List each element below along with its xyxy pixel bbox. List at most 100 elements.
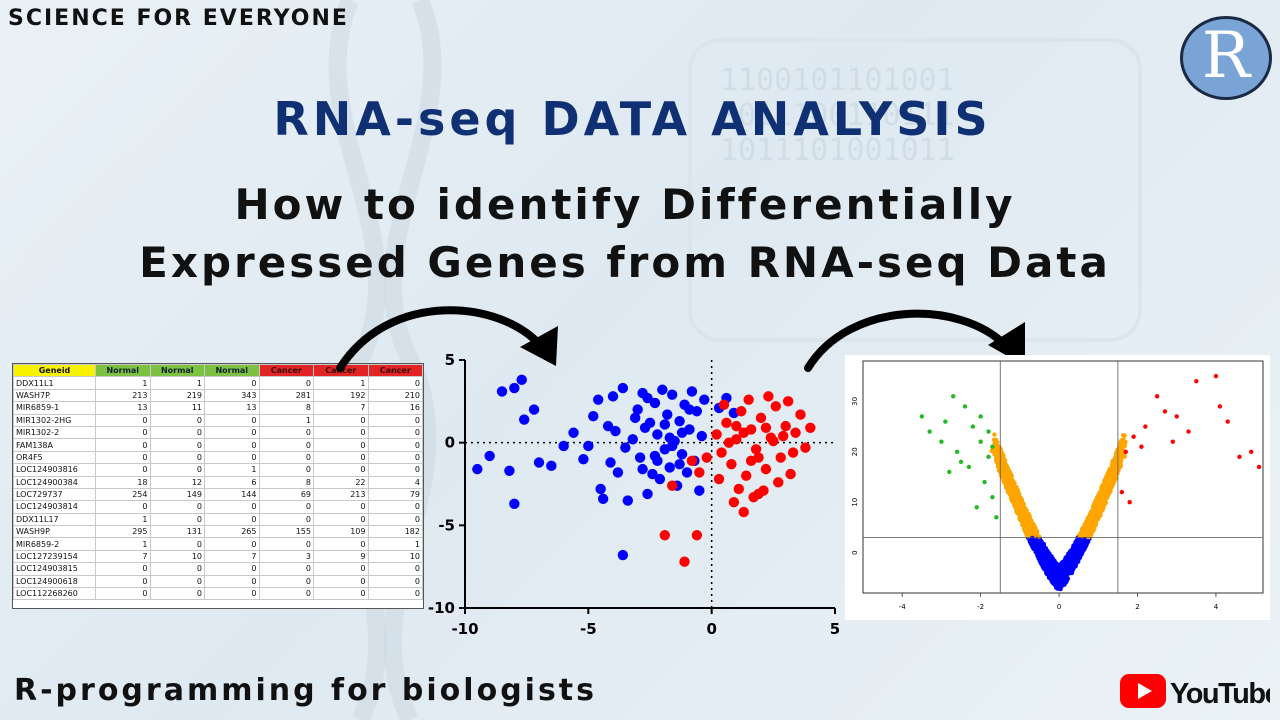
volcano-point (974, 505, 979, 510)
count-cell: 0 (367, 512, 423, 527)
count-cell: 0 (313, 425, 369, 440)
scatter-point (736, 406, 747, 417)
count-cell: 0 (367, 574, 423, 589)
scatter-point (696, 430, 707, 442)
gene-id-cell: MIR1302-2HG (13, 413, 96, 427)
volcano-point (1068, 560, 1074, 565)
table-header-row: Geneid Normal Normal Normal Cancer Cancer Canc… (13, 364, 423, 378)
y-tick-label: 0 (445, 434, 455, 452)
volcano-point (943, 419, 948, 424)
count-cell: 0 (204, 376, 260, 390)
scatter-point (652, 455, 663, 467)
scatter-point (664, 432, 675, 443)
count-cell: 295 (95, 525, 151, 539)
volcano-point (1022, 519, 1028, 524)
count-cell: 0 (149, 574, 205, 589)
volcano-point (1082, 537, 1087, 542)
scatter-point (593, 394, 604, 405)
count-cell: 0 (313, 562, 369, 576)
volcano-point (1105, 479, 1111, 485)
volcano-point (1016, 509, 1021, 514)
volcano-point (1023, 527, 1029, 532)
scatter-point (681, 467, 693, 478)
volcano-point (1045, 548, 1050, 554)
count-cell: 0 (204, 450, 260, 465)
scatter-point (787, 447, 799, 458)
subtitle-line-1: How to identify Differentially (234, 180, 1016, 229)
count-cell: 0 (149, 512, 205, 527)
scatter-point (516, 374, 527, 386)
count-cell: 0 (149, 500, 205, 514)
scatter-point (679, 556, 690, 567)
volcano-point (962, 404, 968, 409)
volcano-point (1012, 484, 1017, 490)
scatter-point (519, 414, 530, 425)
youtube-logo-icon[interactable]: YouTube (1120, 672, 1270, 712)
scatter-point (721, 417, 732, 429)
count-cell: 0 (367, 587, 423, 601)
footer-tagline: R-programming for biologists (14, 673, 597, 708)
table-row: LOC729737 254 149 144 69 213 79 (13, 487, 423, 502)
gene-id-cell: LOC127239154 (13, 549, 96, 564)
volcano-point (966, 464, 972, 470)
scatter-point (711, 429, 722, 440)
gene-id-cell: MIR6859-1 (13, 401, 96, 415)
table-header-cell: Normal (149, 364, 205, 378)
scatter-point (617, 549, 629, 561)
count-cell: 0 (313, 587, 369, 601)
volcano-point (1089, 522, 1094, 527)
count-cell: 0 (95, 500, 151, 514)
count-cell: 8 (258, 401, 314, 415)
scatter-point (760, 463, 772, 475)
scatter-point (750, 444, 762, 455)
volcano-plot: -4 -2 0 2 4 0 10 20 30 (851, 360, 1264, 611)
table-row: OR4F5 0 0 0 0 0 0 (13, 450, 423, 465)
scatter-point (694, 485, 705, 496)
volcano-point (1032, 538, 1037, 543)
count-cell: 69 (258, 487, 314, 502)
scatter-point (701, 452, 712, 463)
scatter-point (775, 452, 786, 463)
scatter-point (790, 427, 801, 438)
volcano-point (994, 515, 999, 520)
count-cell: 265 (204, 525, 260, 539)
volcano-point (1080, 550, 1085, 555)
volcano-point (1099, 507, 1104, 512)
count-cell: 219 (149, 388, 205, 403)
volcano-point (992, 432, 997, 437)
count-cell: 0 (95, 574, 151, 589)
table-header-cell: Cancer (313, 364, 369, 378)
volcano-point (1114, 453, 1119, 459)
volcano-point (1085, 515, 1090, 521)
scatter-point (718, 399, 730, 410)
scatter-point (630, 412, 641, 424)
gene-id-cell: LOC124903815 (13, 562, 96, 576)
count-cell: 0 (313, 438, 369, 452)
count-cell: 0 (204, 562, 260, 576)
volcano-point (1042, 545, 1047, 550)
volcano-point (993, 458, 999, 463)
scatter-point (610, 425, 621, 437)
table-header-cell: Cancer (258, 364, 314, 378)
count-cell: 0 (367, 438, 423, 452)
volcano-point (1019, 507, 1024, 513)
count-cell: 1 (258, 413, 314, 427)
scatter-point (768, 435, 779, 447)
count-cell: 0 (258, 587, 314, 601)
count-cell: 0 (149, 450, 205, 465)
volcano-point (1092, 499, 1098, 505)
count-cell: 213 (95, 388, 151, 403)
x-tick-label: 0 (1057, 603, 1061, 611)
volcano-point (1078, 541, 1084, 546)
x-tick-label: -2 (977, 603, 984, 611)
volcano-point (1186, 429, 1191, 434)
count-cell: 0 (258, 376, 314, 390)
scatter-point (731, 420, 742, 432)
volcano-point (1037, 556, 1043, 561)
count-cell: 1 (149, 376, 205, 390)
volcano-point (1018, 512, 1023, 517)
count-cell: 1 (204, 463, 260, 477)
volcano-point (1099, 487, 1104, 492)
scatter-point (602, 420, 614, 432)
count-cell: 12 (149, 475, 205, 489)
